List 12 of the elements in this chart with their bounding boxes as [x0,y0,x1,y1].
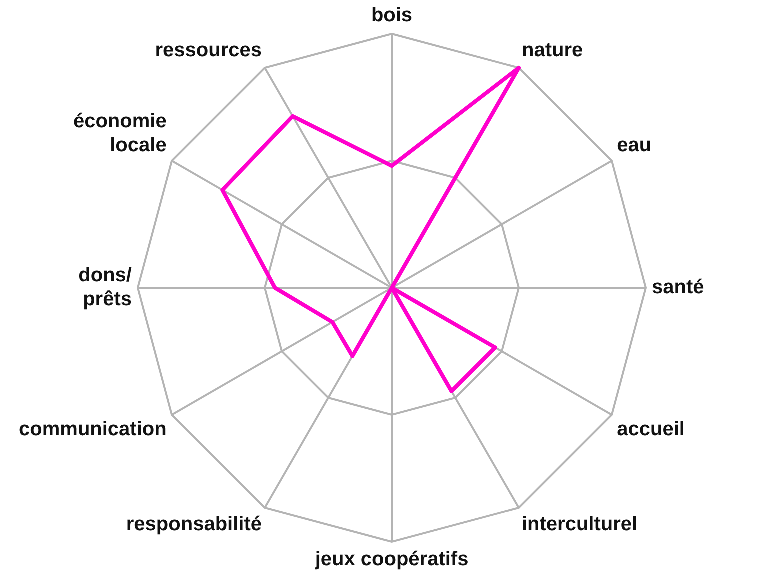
spoke-label: communication [19,418,167,441]
spoke-label: interculturel [522,514,638,536]
spoke-label: bois [371,4,413,27]
spoke-label: économie locale [73,110,167,157]
spoke-label: nature [522,39,584,62]
spoke-label: responsabilité [126,514,262,536]
spoke-label: jeux coopératifs [314,548,469,571]
spoke-label: dons/ prêts [78,264,132,311]
spoke-label: accueil [617,418,685,441]
spoke-label: santé [652,276,704,299]
spoke-label: ressources [155,39,262,62]
spoke-label: eau [617,134,652,157]
